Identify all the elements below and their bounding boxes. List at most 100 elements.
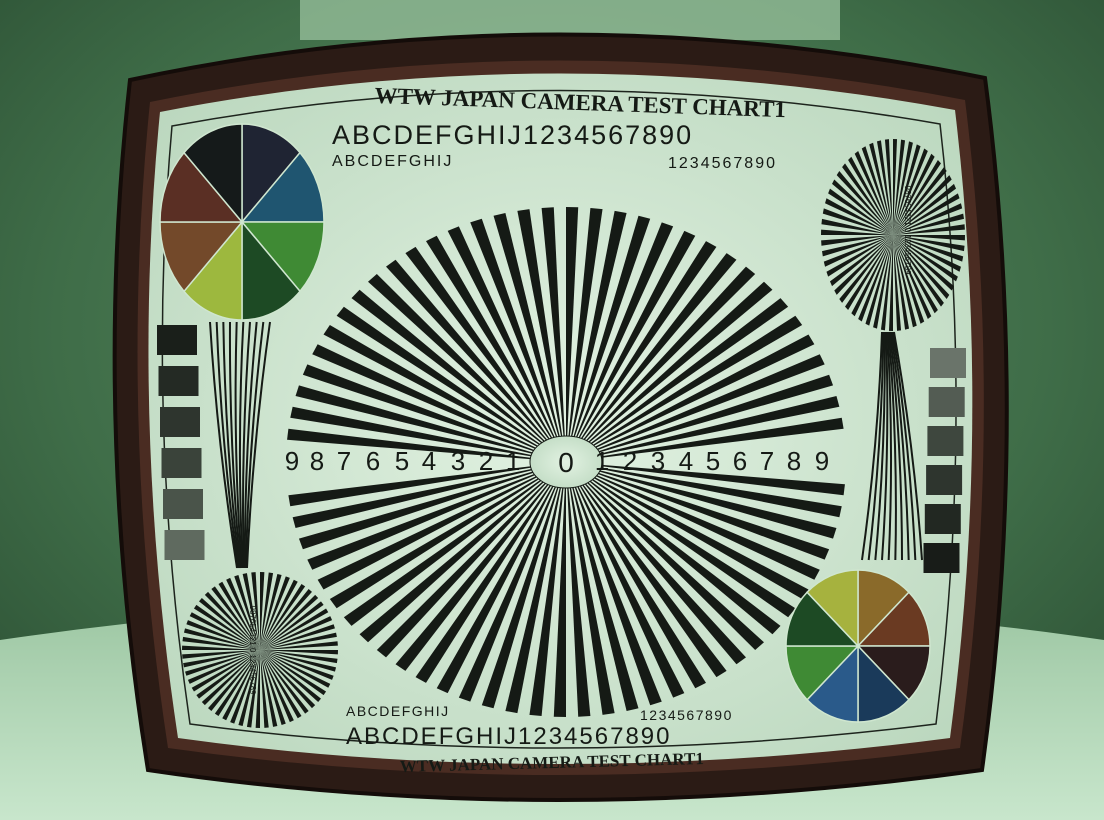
star-spoke <box>359 462 566 643</box>
star-spoke <box>260 576 290 650</box>
star-spoke <box>893 139 906 235</box>
star-bottom-left <box>182 572 338 728</box>
star-spoke <box>821 218 893 235</box>
star-spoke <box>260 650 338 664</box>
star-spoke <box>566 334 815 462</box>
star-spoke <box>260 589 312 650</box>
star-spoke <box>893 235 932 320</box>
scale-number: 7 <box>760 446 774 476</box>
bundle-line <box>867 331 885 561</box>
star-spoke <box>893 235 965 252</box>
scale-number: 2 <box>623 446 637 476</box>
star-spoke <box>823 235 893 267</box>
star-spoke <box>317 462 566 590</box>
star-spoke <box>246 650 260 728</box>
star-spoke <box>260 650 286 725</box>
star-spoke <box>193 604 260 650</box>
star-spoke <box>255 650 260 728</box>
star-spoke <box>566 315 803 462</box>
star-spoke <box>566 374 834 462</box>
scale-number: 4 <box>679 446 693 476</box>
bundle-line <box>215 321 240 569</box>
color-wheel-slice <box>785 591 860 647</box>
top-small-letters: ABCDEFGHIJ <box>332 153 453 170</box>
star-spoke <box>295 385 566 462</box>
star-spoke <box>893 153 935 235</box>
star-spoke <box>566 462 845 496</box>
color-wheel-slice <box>806 644 859 723</box>
star-spoke <box>185 650 260 676</box>
star-spoke <box>426 235 566 462</box>
bundle-line <box>889 331 903 561</box>
bundle-line <box>890 331 910 561</box>
color-wheel-slice <box>856 591 931 647</box>
star-spoke <box>182 636 260 650</box>
star-bottom-left-scale: 987654321 0 123456789 <box>248 606 257 696</box>
star-spoke <box>566 222 674 462</box>
star-spoke <box>470 218 566 462</box>
star-spoke <box>893 159 941 235</box>
star-spoke <box>312 344 566 462</box>
star-spoke <box>893 235 961 272</box>
star-spoke <box>260 650 302 719</box>
grey-steps-right <box>923 348 966 573</box>
star-spoke <box>260 650 337 672</box>
bundle-line <box>874 331 886 561</box>
star-spoke <box>566 462 837 539</box>
star-spoke <box>893 183 957 235</box>
star-spoke <box>191 650 260 692</box>
star-spoke <box>298 462 566 550</box>
color-wheel-slice <box>159 151 244 223</box>
bundle-line <box>209 321 238 569</box>
color-wheel-slice <box>240 151 325 223</box>
star-spoke <box>405 246 566 462</box>
star-spoke <box>287 428 566 462</box>
star-spoke <box>822 235 893 257</box>
grey-step <box>930 348 966 378</box>
star-spoke <box>566 462 727 678</box>
star-spoke <box>893 144 921 235</box>
grey-step <box>928 387 965 417</box>
star-spoke <box>260 650 294 723</box>
star-spoke <box>834 235 893 295</box>
grey-step <box>161 448 202 478</box>
star-spoke <box>186 620 260 650</box>
star-spoke <box>323 324 566 462</box>
star-spoke <box>893 213 964 235</box>
star-spoke <box>307 462 566 570</box>
scale-number: 6 <box>733 446 747 476</box>
star-spoke <box>260 624 335 650</box>
star-spoke <box>566 215 651 462</box>
star-spoke <box>566 462 830 560</box>
bundle-line <box>234 321 243 569</box>
star-spoke <box>234 575 260 650</box>
star-spoke <box>822 208 893 235</box>
grey-step <box>160 407 200 437</box>
star-spoke <box>230 650 260 724</box>
star-spoke <box>828 188 893 235</box>
bundle-line <box>228 321 242 569</box>
star-spoke <box>861 146 893 235</box>
color-wheel-slice <box>785 645 860 701</box>
scale-number: 1 <box>506 446 520 476</box>
color-wheel-slice <box>240 221 325 293</box>
star-spoke <box>196 650 260 699</box>
center-hub <box>530 436 602 488</box>
grey-step <box>926 465 963 495</box>
star-spoke <box>242 573 260 650</box>
star-spoke <box>566 462 706 689</box>
star-spoke <box>893 141 913 235</box>
star-spoke <box>182 650 260 659</box>
star-spoke <box>260 583 306 650</box>
star-spoke <box>893 235 902 331</box>
bottom-small-letters: ABCDEFGHIJ <box>346 703 450 719</box>
star-spoke <box>893 235 944 307</box>
star-spoke <box>566 462 615 715</box>
scale-number: 3 <box>451 446 465 476</box>
star-spoke <box>566 207 579 462</box>
color-wheel-slice <box>183 123 243 225</box>
star-spoke <box>829 235 893 287</box>
star-spoke <box>566 207 603 462</box>
star-spoke <box>201 650 260 706</box>
star-spoke <box>845 235 893 311</box>
